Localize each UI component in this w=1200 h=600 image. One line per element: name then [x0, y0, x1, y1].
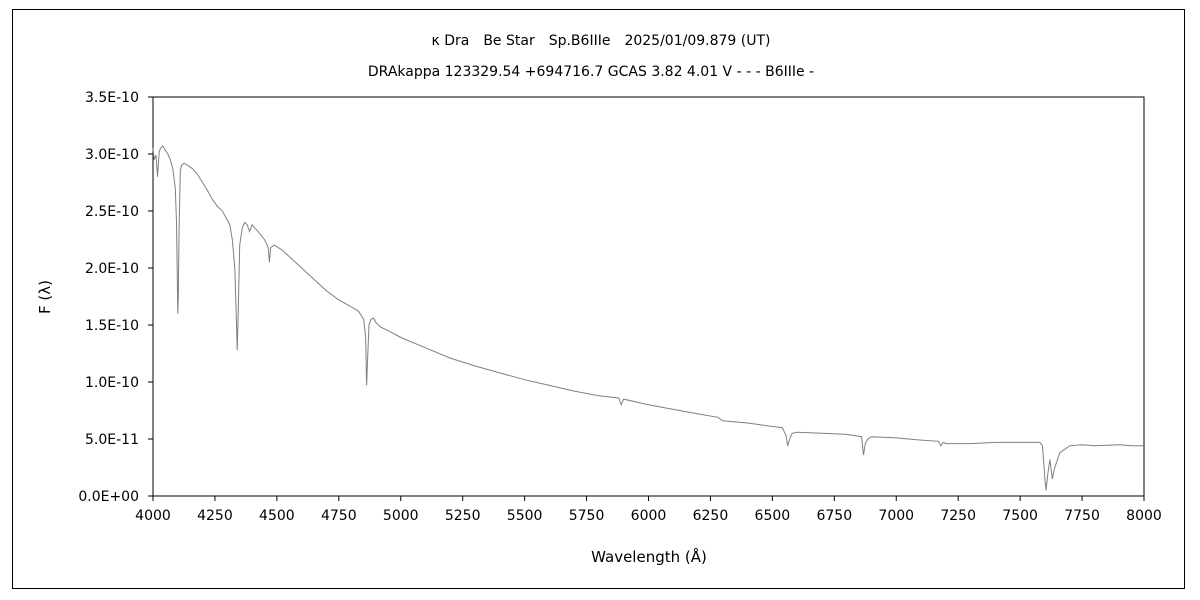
- spectrum-series-line: [152, 145, 1144, 491]
- y-tick-label: 2.5E-10: [85, 204, 139, 220]
- plot-area: [152, 96, 1145, 497]
- x-tick-label: 4750: [321, 508, 357, 524]
- chart-subtitle: DRAkappa 123329.54 +694716.7 GCAS 3.82 4…: [368, 64, 814, 80]
- x-tick-label: 6250: [693, 508, 729, 524]
- y-axis-label: F (λ): [36, 280, 54, 314]
- y-tick-label: 2.0E-10: [85, 261, 139, 277]
- x-tick-label: 7000: [878, 508, 914, 524]
- x-tick-label: 6500: [755, 508, 791, 524]
- x-axis-ticks: 4000 4250 4500 4750 5000 5250 5500 5750 6000 6250…: [135, 496, 1162, 524]
- x-tick-label: 7500: [1002, 508, 1038, 524]
- y-tick-label: 5.0E-11: [85, 432, 139, 448]
- y-tick-label: 3.5E-10: [85, 90, 139, 106]
- x-tick-label: 4250: [197, 508, 233, 524]
- x-tick-label: 4500: [259, 508, 295, 524]
- spectrum-chart: κ Dra Be Star Sp.B6IIIe 2025/01/09.879 (…: [36, 33, 1162, 566]
- x-tick-label: 7250: [940, 508, 976, 524]
- y-tick-label: 3.0E-10: [85, 147, 139, 163]
- y-axis-ticks: 0.0E+00 5.0E-11 1.0E-10 1.5E-10 2.0E-10 2.5E-…: [78, 90, 153, 505]
- x-tick-label: 4000: [135, 508, 171, 524]
- x-tick-label: 8000: [1126, 508, 1162, 524]
- x-tick-label: 7750: [1064, 508, 1100, 524]
- x-tick-label: 5250: [445, 508, 481, 524]
- chart-title: κ Dra Be Star Sp.B6IIIe 2025/01/09.879 (…: [432, 33, 771, 49]
- y-tick-label: 0.0E+00: [78, 489, 139, 505]
- chart-frame: κ Dra Be Star Sp.B6IIIe 2025/01/09.879 (…: [12, 9, 1185, 589]
- x-tick-label: 5750: [569, 508, 605, 524]
- y-tick-label: 1.5E-10: [85, 318, 139, 334]
- y-tick-label: 1.0E-10: [85, 375, 139, 391]
- x-tick-label: 5000: [383, 508, 419, 524]
- x-tick-label: 6000: [631, 508, 667, 524]
- x-axis-label: Wavelength (Å): [591, 547, 707, 566]
- x-tick-label: 6750: [816, 508, 852, 524]
- x-tick-label: 5500: [507, 508, 543, 524]
